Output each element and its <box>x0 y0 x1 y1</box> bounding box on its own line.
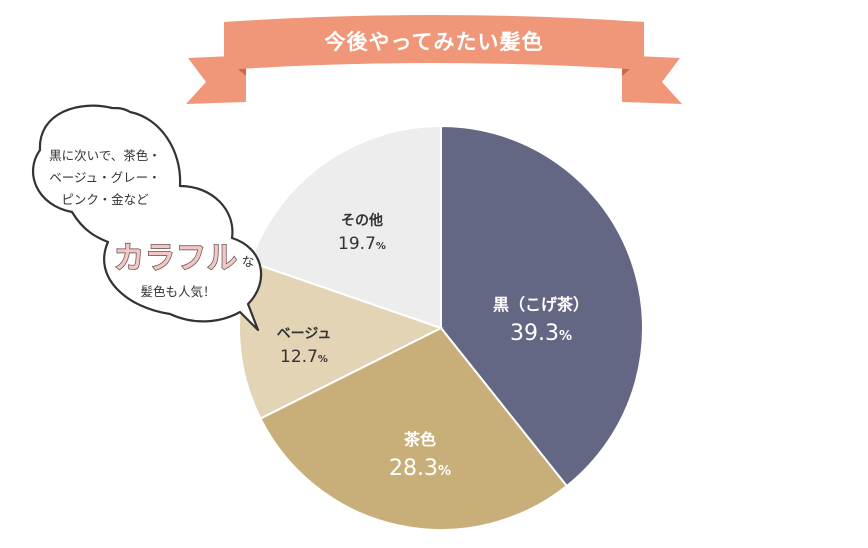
callout-line-3: ピンク・金など <box>61 192 149 207</box>
slice-value: 28.3% <box>389 456 451 481</box>
callout-line-2: ベージュ・グレー・ <box>49 170 160 185</box>
banner-body <box>224 15 644 70</box>
callout-emphasis-suffix: な <box>242 254 255 269</box>
slice-value: 19.7% <box>338 234 386 254</box>
callout-shape <box>31 104 263 332</box>
slice-black <box>440 124 644 488</box>
pie-chart <box>238 124 644 531</box>
banner-title: 今後やってみたい髪色 <box>325 30 544 54</box>
slice-value: 12.7% <box>280 347 328 367</box>
title-banner: 今後やってみたい髪色 <box>186 15 682 104</box>
pie-labels: 黒（こげ茶） 39.3% 茶色 28.3% ベージュ 12.7% その他 19.7% <box>277 212 589 481</box>
callout-bubble: 黒に次いで、茶色・ ベージュ・グレー・ ピンク・金など カラフル な 髪色も人気… <box>31 104 263 332</box>
slice-label: 茶色 <box>403 430 436 449</box>
slice-brown <box>259 326 569 531</box>
callout-last-line: 髪色も人気！ <box>140 284 215 299</box>
slice-other <box>248 124 442 330</box>
slice-value: 39.3% <box>510 321 572 346</box>
slice-label: ベージュ <box>277 326 332 342</box>
slice-label: その他 <box>341 212 383 229</box>
slice-label: 黒（こげ茶） <box>493 295 589 314</box>
callout-emphasis: カラフル <box>114 241 238 276</box>
callout-line-1: 黒に次いで、茶色・ <box>49 148 161 163</box>
